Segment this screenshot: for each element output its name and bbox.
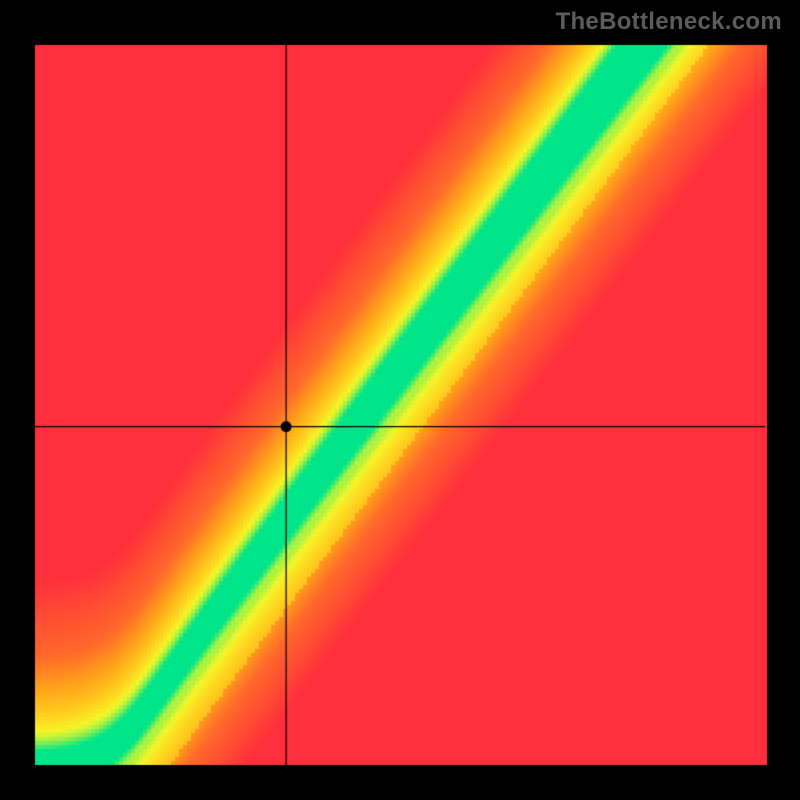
chart-container: { "canvas": { "width": 800, "height": 80…	[0, 0, 800, 800]
watermark-text: TheBottleneck.com	[556, 8, 782, 36]
heatmap-canvas	[0, 0, 800, 800]
